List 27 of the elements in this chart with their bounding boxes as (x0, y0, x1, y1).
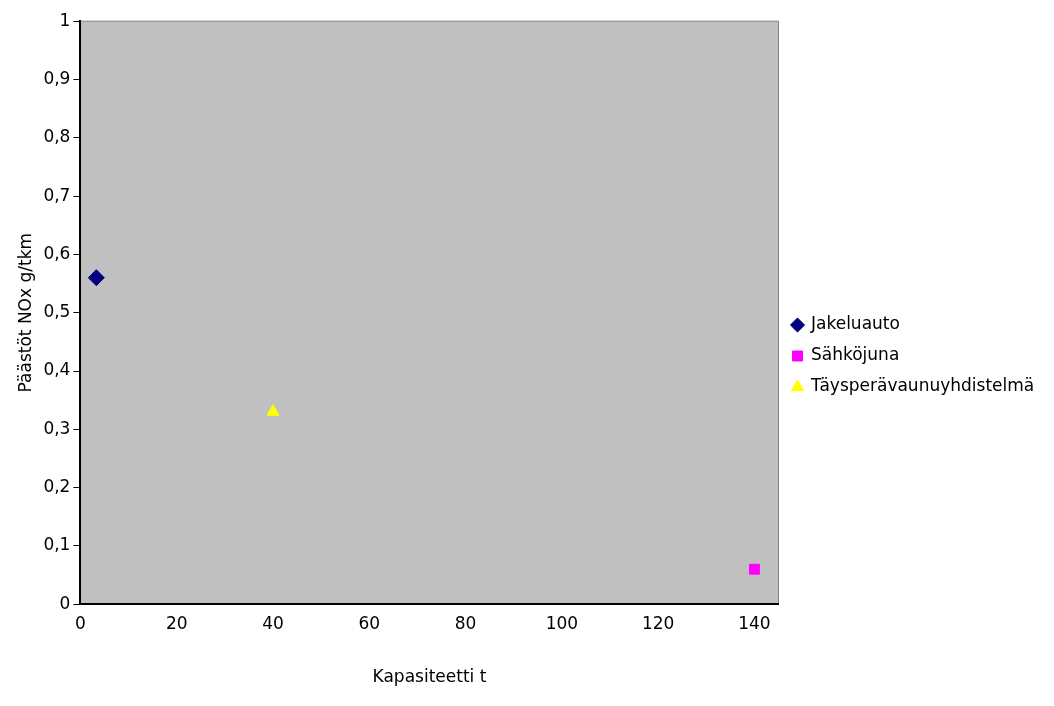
y-tick-label: 1 (59, 9, 71, 30)
legend-label: Täysperävaunuyhdistelmä (810, 375, 1035, 396)
legend-label: Jakeluauto (810, 313, 900, 334)
x-tick-label: 100 (545, 612, 579, 633)
x-tick-label: 140 (738, 612, 771, 633)
x-tick-label: 20 (165, 612, 188, 633)
legend-label: Sähköjuna (811, 344, 900, 365)
y-tick-label: 0 (59, 592, 71, 613)
y-tick-label: 0,6 (43, 242, 71, 263)
x-axis-title: Kapasiteetti t (372, 666, 487, 687)
y-tick-label: 0,5 (43, 301, 71, 322)
y-axis-title: Päästöt NOx g/tkm (14, 232, 35, 393)
x-tick-label: 60 (358, 612, 381, 633)
y-tick-label: 0,9 (43, 67, 71, 88)
x-tick-label: 0 (75, 612, 86, 633)
point (87, 269, 105, 287)
x-tick-label: 120 (641, 612, 675, 633)
y-tick-label: 0,7 (43, 184, 71, 205)
x-tick-label: 40 (262, 612, 284, 633)
y-tick-label: 0,2 (43, 476, 71, 497)
point (748, 563, 760, 575)
y-tick-label: 0,3 (43, 417, 71, 438)
y-tick-label: 0,8 (43, 126, 71, 147)
point (266, 404, 280, 416)
x-tick-label: 80 (454, 612, 477, 633)
y-tick-label: 0,1 (43, 534, 71, 555)
y-tick-label: 0,4 (43, 359, 71, 380)
